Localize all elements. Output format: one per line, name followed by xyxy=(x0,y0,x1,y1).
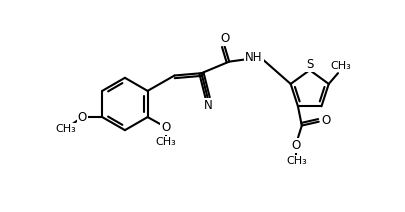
Text: CH₃: CH₃ xyxy=(55,124,75,134)
Text: O: O xyxy=(321,114,330,127)
Text: O: O xyxy=(77,111,87,124)
Text: O: O xyxy=(291,139,300,152)
Text: NH: NH xyxy=(245,51,262,64)
Text: O: O xyxy=(161,121,170,134)
Text: CH₃: CH₃ xyxy=(155,137,176,147)
Text: N: N xyxy=(204,99,212,112)
Text: CH₃: CH₃ xyxy=(330,61,351,71)
Text: O: O xyxy=(220,32,229,45)
Text: S: S xyxy=(305,58,313,71)
Text: CH₃: CH₃ xyxy=(286,156,306,166)
